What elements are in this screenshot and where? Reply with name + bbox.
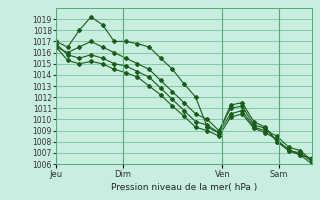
X-axis label: Pression niveau de la mer( hPa ): Pression niveau de la mer( hPa ) xyxy=(111,183,257,192)
